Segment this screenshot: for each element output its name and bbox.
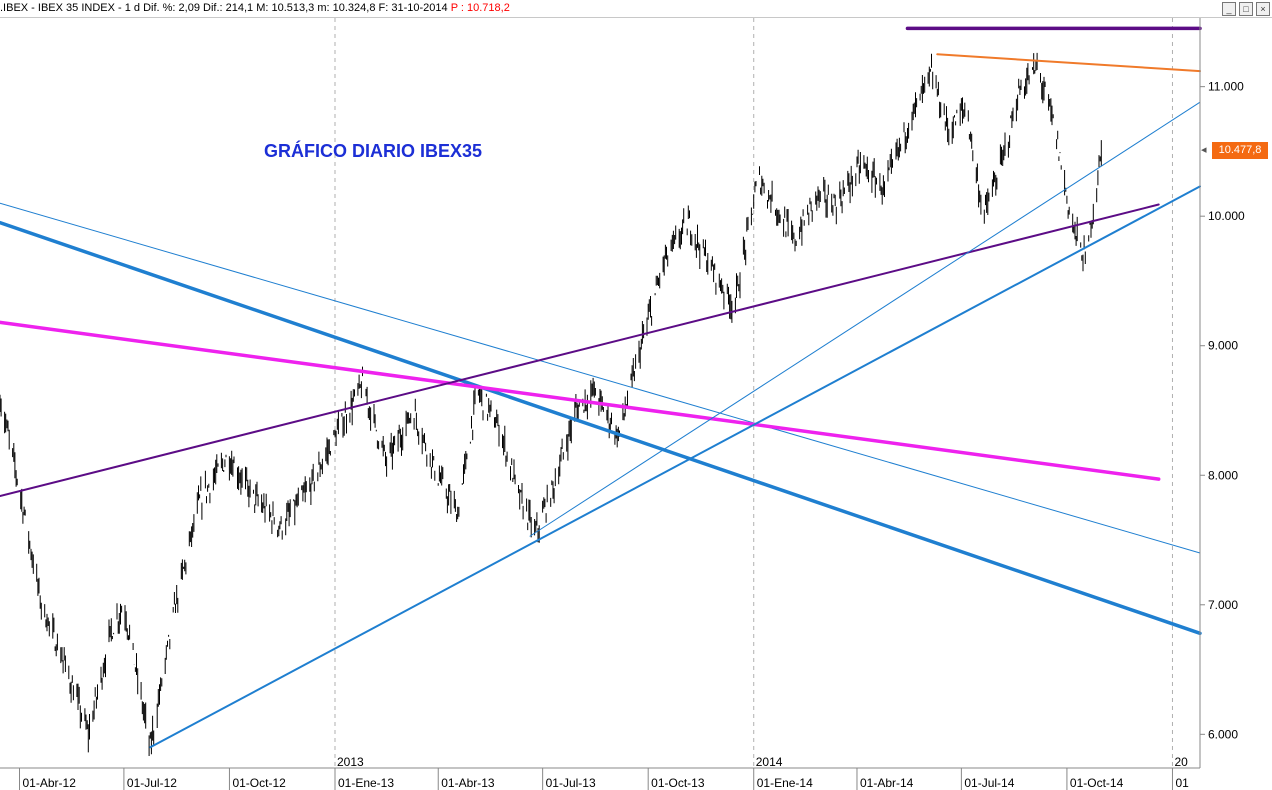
trendline-blue bbox=[529, 101, 1201, 537]
last-price-label: P : 10.718,2 bbox=[450, 2, 510, 14]
max-label: M: 10.513,3 bbox=[256, 2, 315, 14]
last-price-tag: 10.477,8 bbox=[1212, 142, 1268, 159]
x-tick-label: 01-Ene-14 bbox=[757, 776, 813, 790]
x-tick-label: 01-Oct-13 bbox=[651, 776, 705, 790]
price-bars-path bbox=[0, 52, 1102, 756]
trendline-blue bbox=[0, 220, 1202, 636]
year-label: 20 bbox=[1174, 755, 1188, 769]
trendline-orange bbox=[936, 53, 1201, 73]
close-button[interactable]: × bbox=[1256, 2, 1270, 16]
y-tick-label: 11.000 bbox=[1208, 80, 1244, 94]
trendlines bbox=[0, 26, 1202, 749]
price-pointer-icon: ◂ bbox=[1201, 144, 1207, 156]
y-tick-label: 8.000 bbox=[1208, 468, 1238, 482]
maximize-button[interactable]: □ bbox=[1239, 2, 1253, 16]
x-tick-label: 01-Oct-12 bbox=[232, 776, 286, 790]
y-tick-label: 7.000 bbox=[1208, 598, 1238, 612]
chart-title: GRÁFICO DIARIO IBEX35 bbox=[264, 141, 483, 161]
x-tick-label: 01-Jul-12 bbox=[127, 776, 177, 790]
symbol-label: .IBEX - IBEX 35 INDEX - bbox=[0, 2, 122, 14]
x-tick-label: 01-Jul-13 bbox=[546, 776, 596, 790]
trendline-blue bbox=[0, 202, 1201, 554]
x-tick-label: 01-Abr-13 bbox=[441, 776, 495, 790]
min-label: m: 10.324,8 bbox=[317, 2, 376, 14]
x-tick-label: 01-Abr-14 bbox=[860, 776, 914, 790]
period-label: 1 d bbox=[124, 2, 141, 14]
trendline-purple bbox=[0, 203, 1160, 497]
year-label: 2013 bbox=[337, 755, 364, 769]
x-tick-label: 01-Abr-12 bbox=[23, 776, 77, 790]
diff-pct-label: Dif. %: 2,09 bbox=[143, 2, 200, 14]
x-tick-label: 01-Oct-14 bbox=[1070, 776, 1124, 790]
y-tick-label: 9.000 bbox=[1208, 339, 1238, 353]
x-tick-label: 01-Ene-13 bbox=[338, 776, 394, 790]
x-tick-label: 01 bbox=[1175, 776, 1189, 790]
trendline-magenta bbox=[0, 320, 1161, 481]
year-label: 2014 bbox=[756, 755, 783, 769]
price-bars bbox=[0, 52, 1102, 756]
axes: 11.000 10.000 9.000 8.000 7.000 6.000 01-Abr-1… bbox=[0, 18, 1245, 790]
y-tick-label: 6.000 bbox=[1208, 727, 1238, 741]
trendline-blue bbox=[149, 185, 1201, 749]
y-tick-label: 10.000 bbox=[1208, 209, 1245, 223]
grid bbox=[334, 18, 1173, 768]
diff-label: Dif.: 214,1 bbox=[203, 2, 254, 14]
x-tick-label: 01-Jul-14 bbox=[964, 776, 1014, 790]
minimize-button[interactable]: _ bbox=[1222, 2, 1236, 16]
date-label: F: 31-10-2014 bbox=[378, 2, 448, 14]
chart-header: .IBEX - IBEX 35 INDEX - 1 d Dif. %: 2,09… bbox=[0, 0, 1272, 18]
